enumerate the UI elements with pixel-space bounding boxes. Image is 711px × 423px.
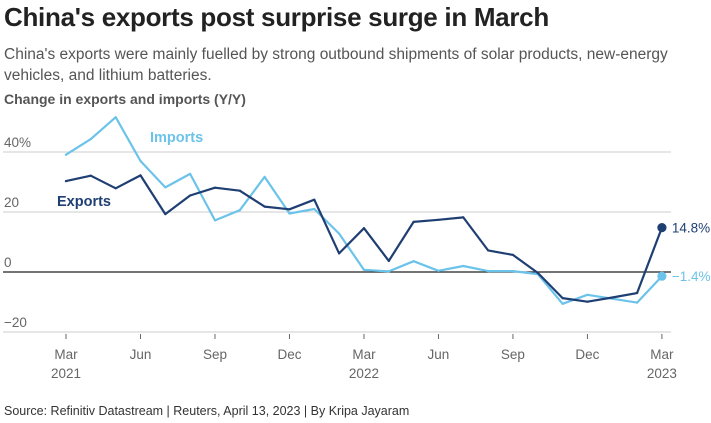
- imports-point: [387, 270, 390, 273]
- imports-point: [139, 159, 142, 163]
- imports-point: [586, 293, 589, 296]
- imports-point: [462, 264, 465, 268]
- y-axis-title: Change in exports and imports (Y/Y): [4, 91, 246, 107]
- x-tick-label: Jun: [428, 347, 450, 362]
- x-tick-label: Mar: [54, 347, 78, 362]
- y-tick-label: 40%: [4, 135, 31, 150]
- exports-point: [114, 187, 117, 190]
- imports-point: [213, 219, 217, 222]
- y-axis-ticks: 40% 20 0 −20: [4, 135, 31, 330]
- exports-end-label: 14.8%: [672, 221, 710, 236]
- imports-point: [412, 260, 415, 263]
- exports-point: [462, 216, 465, 219]
- exports-point: [263, 205, 266, 208]
- imports-point: [511, 270, 515, 273]
- exports-point: [213, 186, 217, 189]
- imports-point: [263, 175, 266, 178]
- exports-series-label: Exports: [57, 194, 111, 210]
- exports-end-dot: [657, 223, 667, 233]
- exports-point: [338, 252, 341, 255]
- exports-point: [635, 291, 639, 295]
- imports-point: [313, 207, 316, 211]
- imports-end-dot: [657, 271, 667, 281]
- y-tick-label: −20: [4, 315, 27, 330]
- imports-point: [338, 232, 341, 235]
- exports-line: [64, 174, 664, 303]
- source-footer: Source: Refinitiv Datastream | Reuters, …: [4, 404, 410, 418]
- exports-point: [64, 180, 68, 183]
- imports-point: [238, 209, 241, 212]
- imports-point: [64, 153, 68, 156]
- imports-point: [362, 268, 366, 271]
- exports-point: [536, 271, 539, 274]
- x-tick-label: Dec: [277, 347, 301, 362]
- x-tick-year-label: 2021: [51, 366, 81, 381]
- exports-point: [238, 189, 241, 192]
- series-labels: −1.4% 14.8% Exports Imports: [57, 130, 711, 284]
- imports-point: [114, 116, 117, 119]
- imports-point: [288, 212, 291, 215]
- imports-point: [561, 302, 564, 305]
- exports-point: [611, 296, 614, 299]
- exports-point: [89, 174, 92, 177]
- exports-point: [362, 227, 366, 230]
- x-axis-ticks: Mar 2021 Jun Sep Dec Mar 2022 Jun Sep Dec Mar 2023: [51, 334, 677, 381]
- series-lines: [64, 116, 667, 305]
- gridlines: [3, 151, 671, 333]
- imports-point: [437, 269, 440, 272]
- exports-point: [561, 297, 564, 300]
- x-tick-label: Dec: [575, 347, 599, 362]
- exports-point: [412, 220, 415, 223]
- x-tick-label: Mar: [650, 347, 674, 362]
- imports-point: [89, 138, 92, 141]
- x-tick-label: Sep: [203, 347, 227, 362]
- exports-point: [313, 198, 316, 201]
- exports-point: [586, 300, 589, 303]
- exports-point: [437, 218, 440, 221]
- x-tick-label: Mar: [352, 347, 376, 362]
- x-tick-year-label: 2023: [647, 366, 677, 381]
- imports-series-label: Imports: [150, 130, 203, 146]
- imports-point: [635, 301, 639, 304]
- x-tick-label: Jun: [130, 347, 152, 362]
- chart-subtitle: China's exports were mainly fuelled by s…: [4, 46, 668, 84]
- imports-point: [164, 186, 167, 189]
- chart-title: China's exports post surprise surge in M…: [4, 2, 549, 32]
- imports-point: [487, 270, 490, 273]
- exports-point: [387, 259, 390, 262]
- exports-point: [189, 194, 192, 197]
- imports-end-label: −1.4%: [672, 269, 711, 284]
- y-tick-label: 0: [4, 255, 12, 270]
- exports-point: [139, 174, 142, 177]
- imports-point: [189, 172, 192, 175]
- x-tick-label: Sep: [501, 347, 525, 362]
- exports-point: [487, 249, 490, 252]
- exports-point: [288, 208, 291, 211]
- exports-point: [511, 253, 515, 256]
- exports-point: [164, 213, 167, 216]
- x-tick-year-label: 2022: [349, 366, 379, 381]
- y-tick-label: 20: [4, 195, 19, 210]
